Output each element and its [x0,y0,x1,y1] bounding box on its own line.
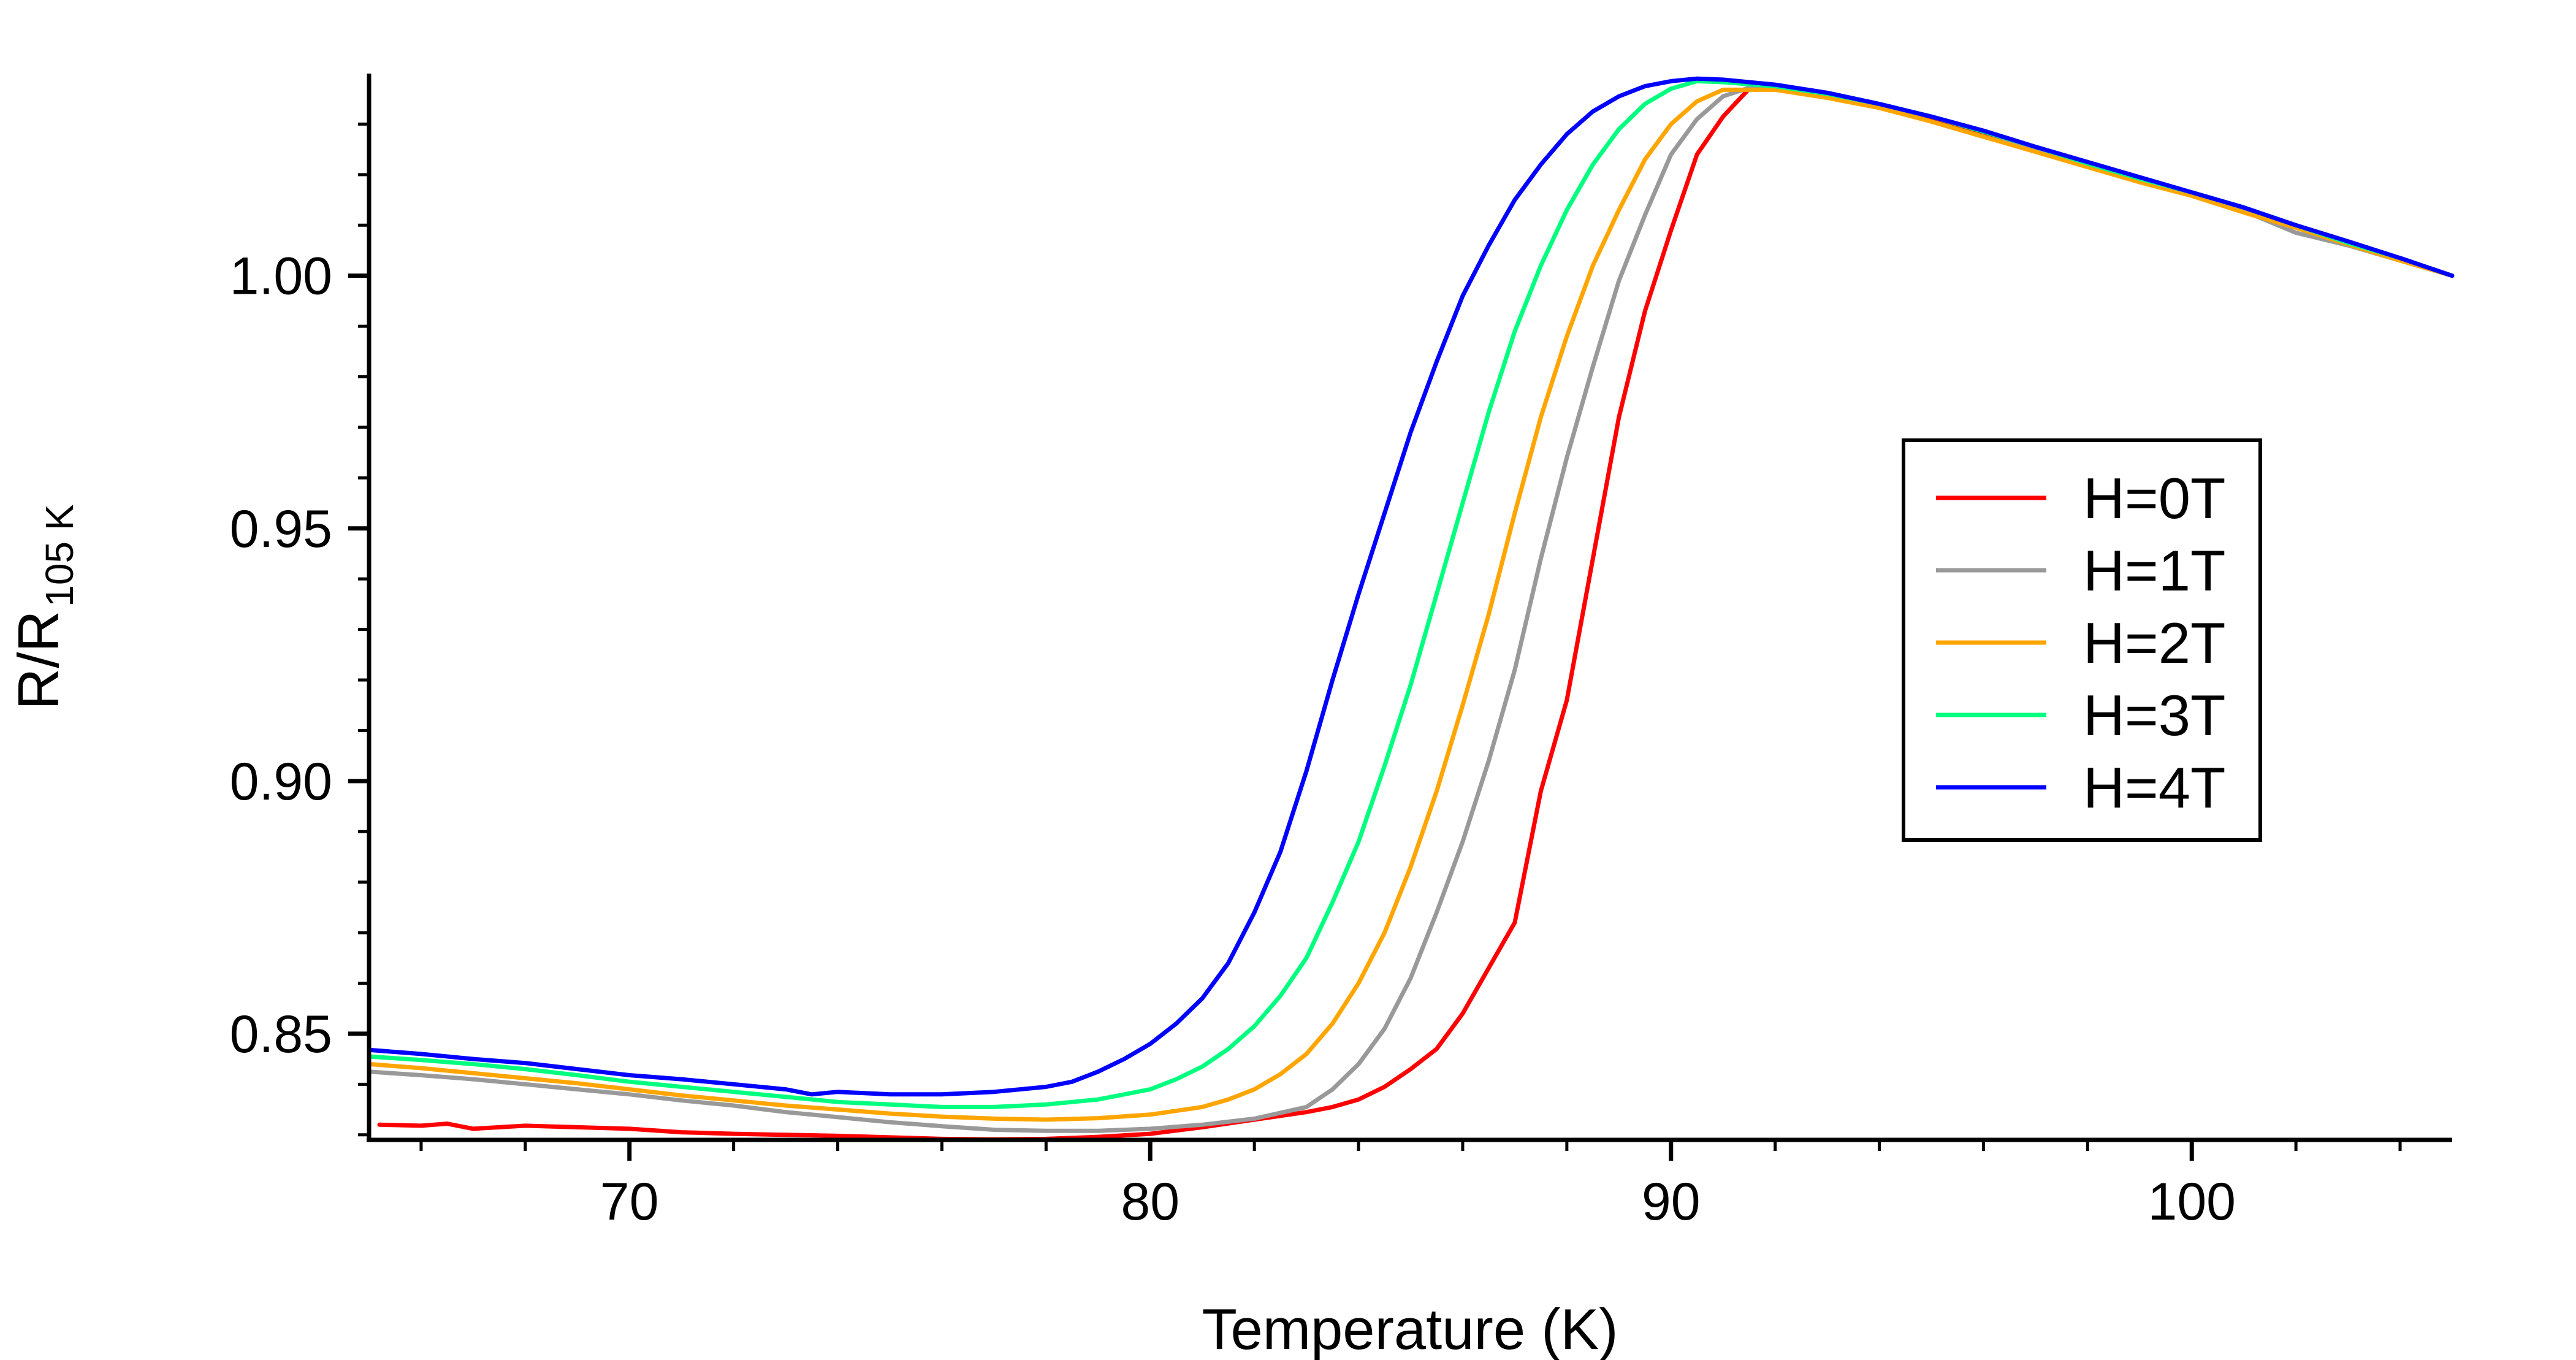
y-tick-label: 0.95 [230,500,332,559]
legend-label-h-0t: H=0T [2083,466,2225,530]
legend-box [1902,438,2262,842]
y-tick-label: 1.00 [230,247,332,306]
x-tick-label: 70 [600,1172,659,1231]
x-tick-label: 100 [2148,1172,2236,1231]
series-line-h-2t [367,87,2455,1122]
legend-label-h-2t: H=2T [2083,611,2225,675]
x-tick-label: 80 [1121,1172,1179,1231]
y-ticks: 0.85 0.90 0.95 1.00 [230,122,369,1137]
legend-label-h-3t: H=3T [2083,683,2225,747]
x-tick-label: 90 [1642,1172,1701,1231]
series-line-h-4t [367,76,2455,1097]
x-ticks: 70 80 90 100 [419,1140,2402,1231]
legend-items: H=0T H=1T H=2T H=3T H=4T [1936,466,2225,820]
y-axis-title-main: R/R [6,611,70,710]
y-axis-title: R/R 105 K [6,504,82,709]
y-tick-label: 0.90 [230,752,332,811]
axes [367,74,2452,1142]
y-axis-title-subscript: 105 K [37,504,82,606]
legend-label-h-1t: H=1T [2083,538,2225,603]
legend-label-h-4t: H=4T [2083,755,2225,820]
legend: H=0T H=1T H=2T H=3T H=4T [1902,438,2262,842]
series-layer [367,76,2455,1142]
x-axis-title: Temperature (K) [1202,1297,1618,1360]
y-tick-label: 0.85 [230,1005,332,1064]
